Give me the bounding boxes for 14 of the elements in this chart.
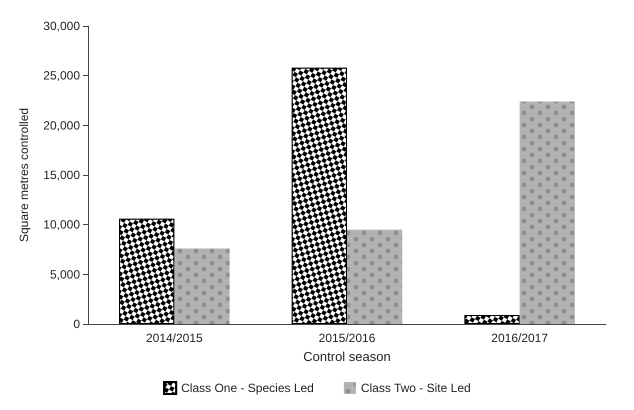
x-tick-label: 2016/2017: [491, 331, 548, 345]
y-tick-label: 25,000: [43, 68, 80, 83]
y-tick-label: 10,000: [43, 218, 80, 232]
x-axis-title: Control season: [303, 349, 391, 364]
y-tick-label: 0: [73, 317, 80, 331]
x-tick-label: 2014/2015: [146, 331, 204, 345]
x-tick-label: 2015/2016: [318, 331, 376, 345]
legend-label: Class Two - Site Led: [360, 381, 471, 395]
legend-label: Class One - Species Led: [181, 381, 314, 395]
y-tick-label: 15,000: [43, 168, 80, 182]
y-axis-title: Square metres controlled: [17, 108, 31, 242]
y-tick-label: 20,000: [43, 118, 80, 132]
y-tick-label: 30,000: [43, 19, 80, 33]
y-tick-label: 5,000: [50, 267, 80, 282]
